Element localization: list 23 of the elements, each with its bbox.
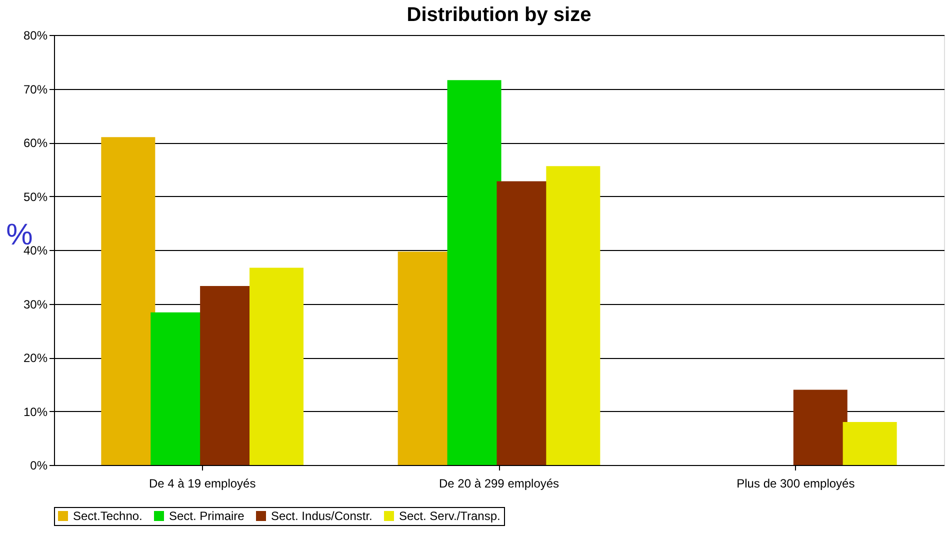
y-tick-label: 10%	[23, 404, 48, 419]
bar	[793, 390, 848, 465]
y-tick-label: 60%	[23, 136, 48, 150]
y-tick-label: 80%	[23, 28, 48, 42]
bar	[447, 80, 502, 465]
y-tick-label: 70%	[23, 82, 48, 96]
y-tick-label: 0%	[30, 458, 48, 472]
y-tick-label: 20%	[23, 351, 48, 365]
bar	[546, 166, 600, 465]
bar	[842, 422, 897, 465]
bar	[250, 268, 304, 465]
legend-label: Sect. Serv./Transp.	[399, 509, 500, 523]
y-tick-label: 50%	[23, 190, 48, 204]
chart-title: Distribution by size	[406, 4, 592, 26]
y-tick-label: 40%	[23, 244, 48, 258]
legend-label: Sect. Primaire	[169, 509, 245, 523]
legend-label: Sect. Indus/Constr.	[271, 509, 372, 523]
bar	[101, 137, 156, 465]
x-tick-label: De 4 à 19 employés	[148, 476, 256, 490]
legend-label: Sect.Techno.	[73, 509, 142, 523]
x-tick-label: Plus de 300 employés	[736, 476, 855, 490]
x-tick-label: De 20 à 299 employés	[438, 476, 560, 490]
y-tick-label: 30%	[23, 297, 48, 312]
